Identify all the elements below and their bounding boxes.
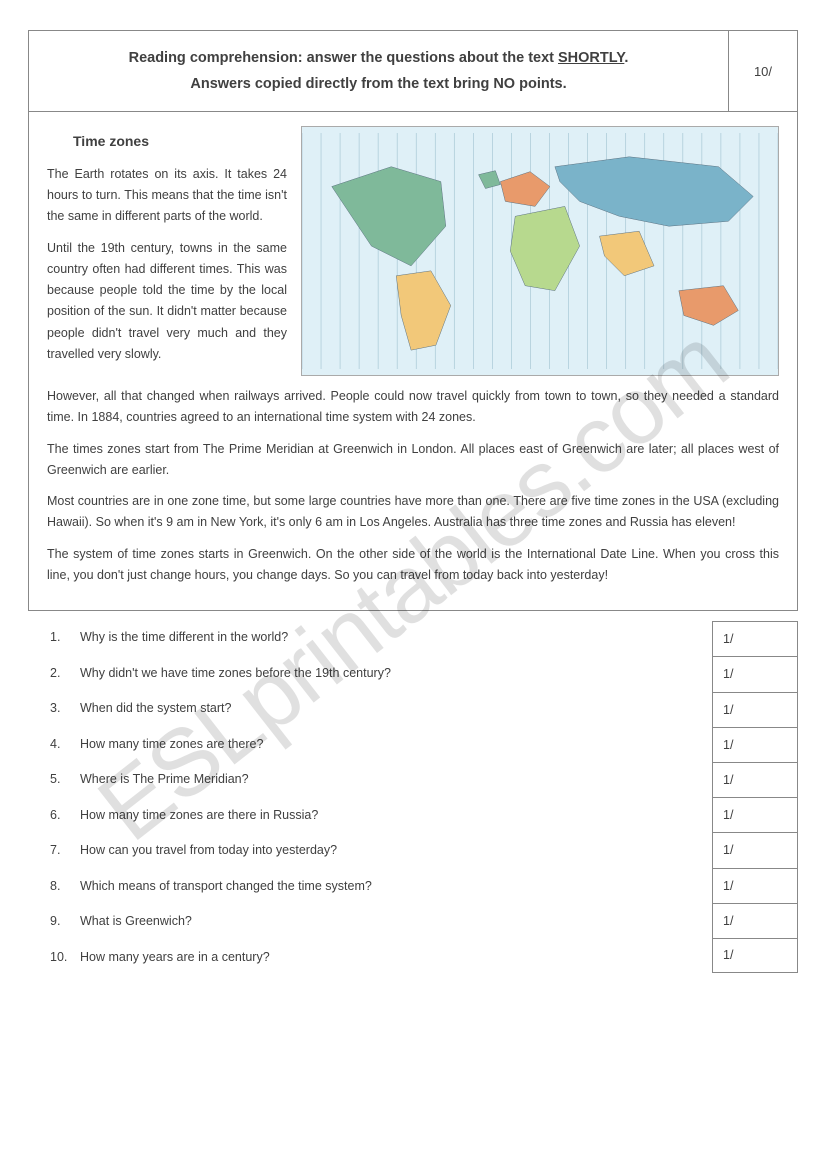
questions-list: 1.Why is the time different in the world… (28, 621, 712, 982)
question-number: 1. (50, 627, 80, 647)
question-item: 7.How can you travel from today into yes… (50, 840, 702, 860)
question-points: 1/ (712, 832, 798, 867)
header-line1-pre: Reading comprehension: answer the questi… (129, 50, 558, 66)
article-para: The Earth rotates on its axis. It takes … (47, 164, 287, 228)
article-box: Time zones The Earth rotates on its axis… (28, 111, 798, 611)
article-para: The times zones start from The Prime Mer… (47, 439, 779, 482)
question-text: Why didn't we have time zones before the… (80, 663, 391, 683)
question-number: 8. (50, 876, 80, 896)
question-text: How many time zones are there in Russia? (80, 805, 318, 825)
question-item: 9.What is Greenwich? (50, 911, 702, 931)
article-para: Until the 19th century, towns in the sam… (47, 238, 287, 366)
header-line2: Answers copied directly from the text br… (190, 76, 566, 92)
article-left-column: Time zones The Earth rotates on its axis… (47, 126, 287, 376)
question-text: Where is The Prime Meridian? (80, 769, 249, 789)
header-line1-underlined: SHORTLY (558, 50, 624, 66)
question-points: 1/ (712, 868, 798, 903)
points-column: 1/1/1/1/1/1/1/1/1/1/ (712, 621, 798, 982)
question-item: 1.Why is the time different in the world… (50, 627, 702, 647)
question-item: 8.Which means of transport changed the t… (50, 876, 702, 896)
question-number: 9. (50, 911, 80, 931)
article-para: However, all that changed when railways … (47, 386, 779, 429)
questions-block: 1.Why is the time different in the world… (28, 621, 798, 982)
header-instructions: Reading comprehension: answer the questi… (29, 31, 729, 111)
question-item: 3.When did the system start? (50, 698, 702, 718)
question-text: How many time zones are there? (80, 734, 263, 754)
question-text: Which means of transport changed the tim… (80, 876, 372, 896)
question-points: 1/ (712, 903, 798, 938)
article-para: Most countries are in one zone time, but… (47, 491, 779, 534)
question-number: 7. (50, 840, 80, 860)
question-item: 10.How many years are in a century? (50, 947, 702, 967)
question-points: 1/ (712, 692, 798, 727)
question-text: How can you travel from today into yeste… (80, 840, 337, 860)
question-points: 1/ (712, 797, 798, 832)
header-row: Reading comprehension: answer the questi… (28, 30, 798, 111)
article-para: The system of time zones starts in Green… (47, 544, 779, 587)
question-text: What is Greenwich? (80, 911, 192, 931)
question-points: 1/ (712, 762, 798, 797)
question-number: 3. (50, 698, 80, 718)
question-text: When did the system start? (80, 698, 231, 718)
question-points: 1/ (712, 938, 798, 973)
question-text: Why is the time different in the world? (80, 627, 288, 647)
question-number: 10. (50, 947, 80, 967)
map-svg (302, 127, 778, 375)
question-number: 6. (50, 805, 80, 825)
article-title: Time zones (73, 130, 287, 154)
question-points: 1/ (712, 656, 798, 691)
header-total-points: 10/ (729, 31, 797, 111)
question-item: 6.How many time zones are there in Russi… (50, 805, 702, 825)
header-line1-post: . (624, 50, 628, 66)
question-points: 1/ (712, 621, 798, 656)
question-text: How many years are in a century? (80, 947, 270, 967)
question-number: 5. (50, 769, 80, 789)
question-item: 5.Where is The Prime Meridian? (50, 769, 702, 789)
question-item: 4.How many time zones are there? (50, 734, 702, 754)
question-points: 1/ (712, 727, 798, 762)
question-item: 2.Why didn't we have time zones before t… (50, 663, 702, 683)
question-number: 4. (50, 734, 80, 754)
question-number: 2. (50, 663, 80, 683)
world-timezone-map (301, 126, 779, 376)
